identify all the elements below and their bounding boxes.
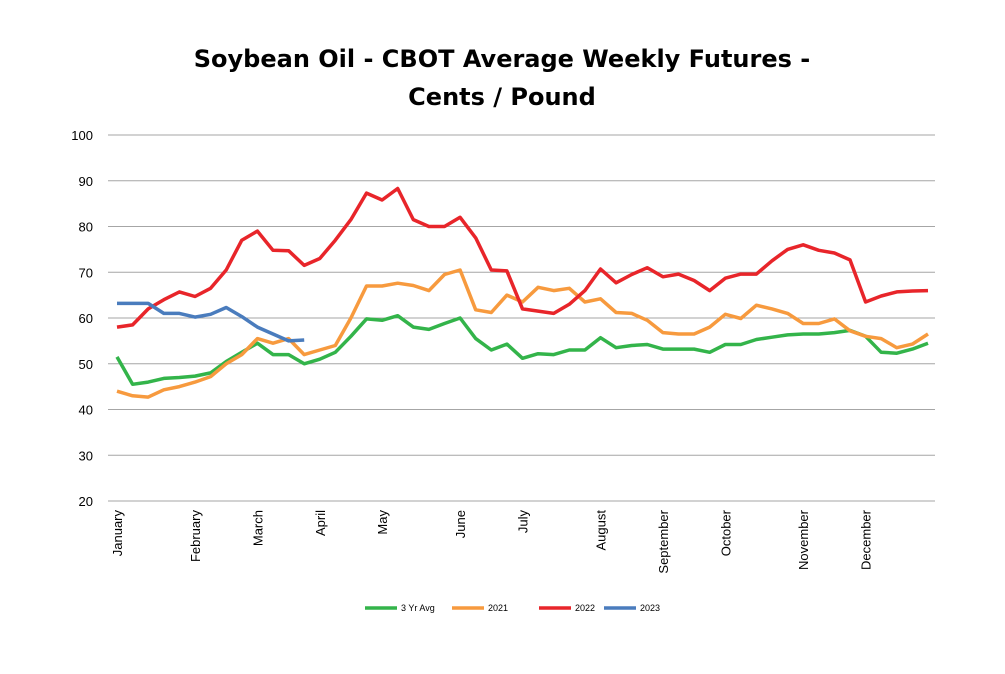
legend-label: 2023 — [640, 603, 660, 613]
legend-label: 2021 — [488, 603, 508, 613]
y-tick-label: 100 — [71, 128, 93, 143]
y-tick-label: 20 — [79, 494, 93, 509]
series-line — [115, 313, 929, 387]
x-tick-label: April — [313, 510, 328, 536]
legend-label: 3 Yr Avg — [401, 603, 435, 613]
series-line — [117, 301, 305, 343]
y-tick-label: 30 — [79, 448, 93, 463]
x-tick-label: March — [250, 510, 265, 546]
x-tick-label: November — [796, 509, 811, 570]
series-line — [116, 186, 929, 329]
y-tick-label: 80 — [79, 220, 93, 235]
x-tick-label: June — [453, 510, 468, 538]
x-tick-label: January — [110, 510, 125, 557]
legend-label: 2022 — [575, 603, 595, 613]
y-tick-label: 70 — [79, 265, 93, 280]
x-tick-label: February — [188, 510, 203, 563]
y-tick-label: 40 — [79, 403, 93, 418]
chart-title: Soybean Oil - CBOT Average Weekly Future… — [193, 45, 811, 111]
x-tick-label: July — [516, 510, 531, 534]
y-tick-label: 60 — [79, 311, 93, 326]
x-tick-label: August — [593, 510, 608, 551]
series-line — [116, 268, 929, 399]
x-tick-label: October — [718, 509, 733, 556]
x-tick-label: May — [375, 510, 390, 535]
y-tick-label: 90 — [79, 174, 93, 189]
y-tick-label: 50 — [79, 357, 93, 372]
x-tick-label: December — [859, 509, 874, 570]
x-tick-label: September — [656, 509, 671, 573]
